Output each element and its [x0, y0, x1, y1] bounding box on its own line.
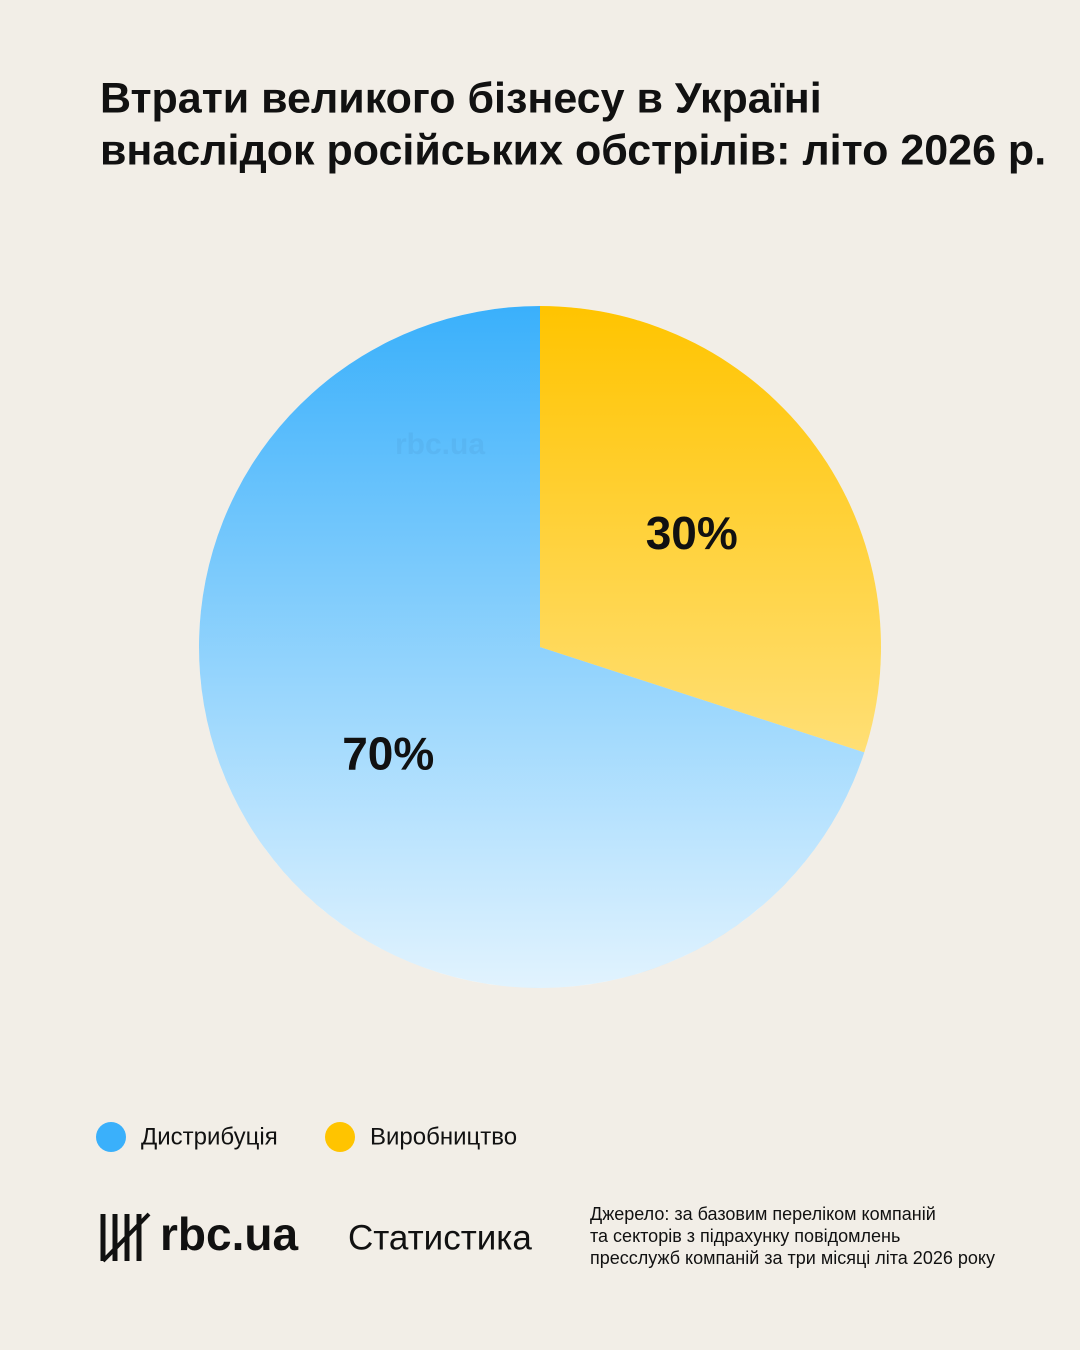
logo-icon: [100, 1212, 151, 1263]
pie-slice: [540, 305, 881, 753]
source-note: пресслужб компаній за три місяці літа 20…: [590, 1248, 995, 1268]
data-label: 30%: [646, 507, 738, 559]
section-name: Статистика: [348, 1218, 532, 1257]
pie: 70% 30%: [198, 305, 881, 988]
legend: Дистрибуція Виробництво: [96, 1122, 517, 1152]
legend-label: Виробництво: [370, 1123, 517, 1150]
legend-label: Дистрибуція: [141, 1123, 278, 1150]
legend-swatch: [96, 1122, 126, 1152]
data-label: 70%: [342, 727, 434, 779]
source-note: та секторів з підрахунку повідомлень: [590, 1226, 900, 1246]
logo-text: rbc.ua: [160, 1208, 298, 1260]
source-note: Джерело: за базовим переліком компаній: [590, 1204, 936, 1224]
legend-swatch: [325, 1122, 355, 1152]
watermark: rbc.ua: [395, 428, 485, 461]
pie-slice: [198, 306, 865, 988]
chart-title: Втрати великого бізнесу в Україні: [100, 74, 822, 122]
chart-title: внаслідок російських обстрілів: літо 202…: [100, 126, 1046, 174]
